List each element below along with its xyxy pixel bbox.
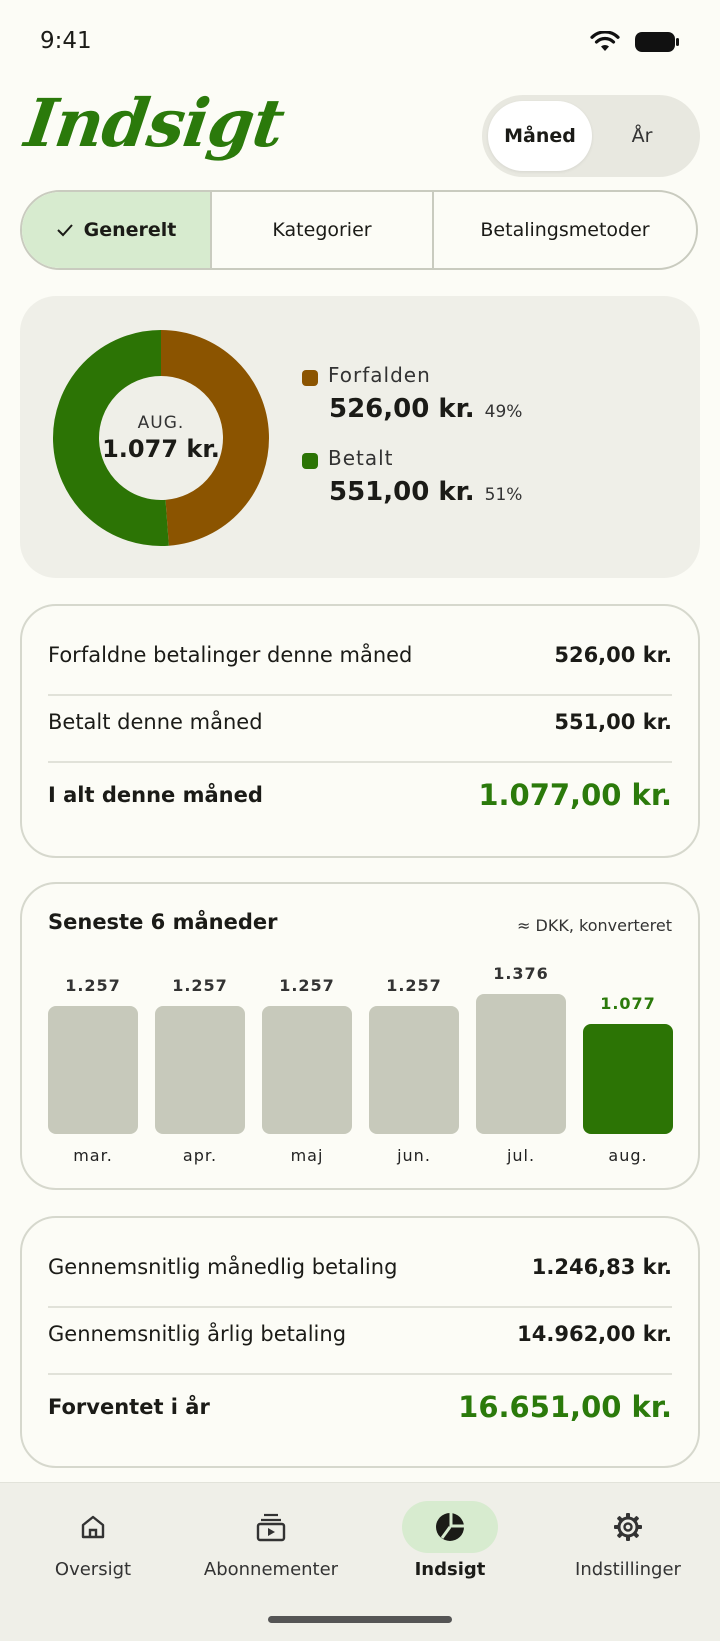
pie-chart-icon bbox=[436, 1513, 464, 1541]
summary-row-paid: Betalt denne måned 551,00 kr. bbox=[48, 697, 672, 747]
tab-payment-methods-label: Betalingsmetoder bbox=[480, 219, 650, 241]
average-row-label: Gennemsnitlig årlig betaling bbox=[48, 1322, 347, 1346]
legend-due-name: Forfalden bbox=[328, 363, 431, 387]
tab-general[interactable]: Generelt bbox=[22, 192, 212, 268]
gear-icon bbox=[614, 1513, 642, 1541]
bar-aug bbox=[583, 1024, 673, 1134]
divider bbox=[48, 1306, 672, 1308]
donut-month-label: AUG. bbox=[137, 413, 185, 433]
nav-overview[interactable]: Oversigt bbox=[44, 1483, 142, 1603]
bar-value-label: 1.257 bbox=[172, 976, 228, 995]
average-row-monthly: Gennemsnitlig månedlig betaling 1.246,83… bbox=[48, 1242, 672, 1292]
bar-category-label: aug. bbox=[608, 1146, 648, 1165]
period-option-year[interactable]: År bbox=[631, 125, 653, 147]
legend-paid: Betalt bbox=[302, 446, 394, 470]
chart-title: Seneste 6 måneder bbox=[48, 910, 278, 934]
bar-jun bbox=[369, 1006, 459, 1134]
average-row-expected: Forventet i år 16.651,00 kr. bbox=[48, 1378, 672, 1436]
tab-general-label: Generelt bbox=[83, 219, 177, 241]
app-title: Indsigt bbox=[20, 84, 289, 162]
donut-total: 1.077 kr. bbox=[102, 435, 220, 463]
nav-insights[interactable]: Indsigt bbox=[399, 1483, 501, 1603]
bar-value-label: 1.376 bbox=[493, 964, 549, 983]
average-row-value: 14.962,00 kr. bbox=[517, 1322, 672, 1346]
legend-due-values: 526,00 kr. 49% bbox=[329, 394, 522, 424]
divider bbox=[48, 761, 672, 763]
nav-insights-label: Indsigt bbox=[414, 1559, 486, 1580]
donut-center: AUG. 1.077 kr. bbox=[48, 325, 274, 551]
period-toggle: Måned År bbox=[482, 95, 700, 177]
average-row-label: Gennemsnitlig månedlig betaling bbox=[48, 1255, 398, 1279]
average-row-yearly: Gennemsnitlig årlig betaling 14.962,00 k… bbox=[48, 1309, 672, 1359]
bar-category-label: mar. bbox=[73, 1146, 113, 1165]
nav-subscriptions-label: Abonnementer bbox=[203, 1559, 339, 1580]
nav-settings-icon-wrap bbox=[580, 1501, 676, 1553]
period-option-month[interactable]: Måned bbox=[488, 101, 592, 171]
history-chart-card: Seneste 6 måneder ≈ DKK, konverteret 1.2… bbox=[20, 882, 700, 1190]
nav-settings-label: Indstillinger bbox=[575, 1559, 681, 1580]
status-icons bbox=[590, 30, 680, 54]
legend-paid-swatch bbox=[302, 452, 318, 469]
donut-segment-1 bbox=[53, 330, 169, 546]
nav-subscriptions[interactable]: Abonnementer bbox=[196, 1483, 346, 1603]
tab-categories-label: Kategorier bbox=[272, 219, 372, 241]
legend-paid-percent: 51% bbox=[484, 485, 523, 505]
expected-value: 16.651,00 kr. bbox=[458, 1390, 672, 1424]
bar-apr bbox=[155, 1006, 245, 1134]
summary-row-total: I alt denne måned 1.077,00 kr. bbox=[48, 766, 672, 824]
summary-total-label: I alt denne måned bbox=[48, 783, 263, 807]
summary-row-due: Forfaldne betalinger denne måned 526,00 … bbox=[48, 630, 672, 680]
averages-card: Gennemsnitlig månedlig betaling 1.246,83… bbox=[20, 1216, 700, 1468]
tab-categories[interactable]: Kategorier bbox=[212, 192, 434, 268]
tab-bar: Generelt Kategorier Betalingsmetoder bbox=[20, 190, 698, 270]
bar-category-label: apr. bbox=[182, 1146, 218, 1165]
divider bbox=[48, 694, 672, 696]
bar-category-label: maj bbox=[290, 1146, 324, 1165]
legend-paid-name: Betalt bbox=[328, 446, 394, 470]
nav-insights-icon-wrap bbox=[402, 1501, 498, 1553]
expected-label: Forventet i år bbox=[48, 1395, 210, 1419]
nav-settings[interactable]: Indstillinger bbox=[560, 1483, 696, 1603]
legend-due: Forfalden bbox=[302, 363, 431, 387]
subscriptions-icon bbox=[256, 1513, 286, 1542]
bar-value-label: 1.257 bbox=[65, 976, 121, 995]
home-icon bbox=[81, 1515, 105, 1539]
bar-jul bbox=[476, 994, 566, 1134]
summary-row-value: 551,00 kr. bbox=[554, 710, 672, 734]
status-time: 9:41 bbox=[40, 28, 92, 54]
check-icon bbox=[56, 224, 73, 237]
bar-value-label: 1.257 bbox=[279, 976, 335, 995]
nav-subscriptions-icon-wrap bbox=[223, 1501, 319, 1553]
summary-row-value: 526,00 kr. bbox=[554, 643, 672, 667]
chart-note: ≈ DKK, konverteret bbox=[517, 916, 672, 935]
summary-row-label: Forfaldne betalinger denne måned bbox=[48, 643, 413, 667]
wifi-icon bbox=[590, 31, 620, 51]
bar-chart: 1.257 mar. 1.257 apr. 1.257 maj 1.257 jun. 1.376… bbox=[22, 884, 698, 1188]
bar-category-label: jul. bbox=[506, 1146, 536, 1165]
month-summary-card: Forfaldne betalinger denne måned 526,00 … bbox=[20, 604, 700, 858]
legend-paid-amount: 551,00 kr. bbox=[329, 477, 475, 507]
donut-chart bbox=[53, 330, 269, 546]
tab-payment-methods[interactable]: Betalingsmetoder bbox=[434, 192, 696, 268]
bar-value-label: 1.257 bbox=[386, 976, 442, 995]
donut-segment-0 bbox=[160, 330, 269, 546]
nav-overview-label: Oversigt bbox=[54, 1559, 132, 1580]
bar-category-label: jun. bbox=[397, 1146, 431, 1165]
legend-due-percent: 49% bbox=[484, 402, 523, 422]
bar-maj bbox=[262, 1006, 352, 1134]
legend-due-amount: 526,00 kr. bbox=[329, 394, 475, 424]
bottom-nav: Oversigt Abonnementer Indsigt bbox=[0, 1482, 720, 1641]
average-row-value: 1.246,83 kr. bbox=[531, 1255, 672, 1279]
bar-mar bbox=[48, 1006, 138, 1134]
nav-overview-icon-wrap bbox=[45, 1501, 141, 1553]
home-indicator[interactable] bbox=[268, 1616, 452, 1623]
summary-row-label: Betalt denne måned bbox=[48, 710, 263, 734]
battery-icon bbox=[635, 32, 679, 52]
bar-value-label: 1.077 bbox=[600, 994, 656, 1013]
summary-total-value: 1.077,00 kr. bbox=[478, 778, 672, 812]
legend-paid-values: 551,00 kr. 51% bbox=[329, 477, 522, 507]
divider bbox=[48, 1373, 672, 1375]
legend-due-swatch bbox=[302, 369, 318, 386]
